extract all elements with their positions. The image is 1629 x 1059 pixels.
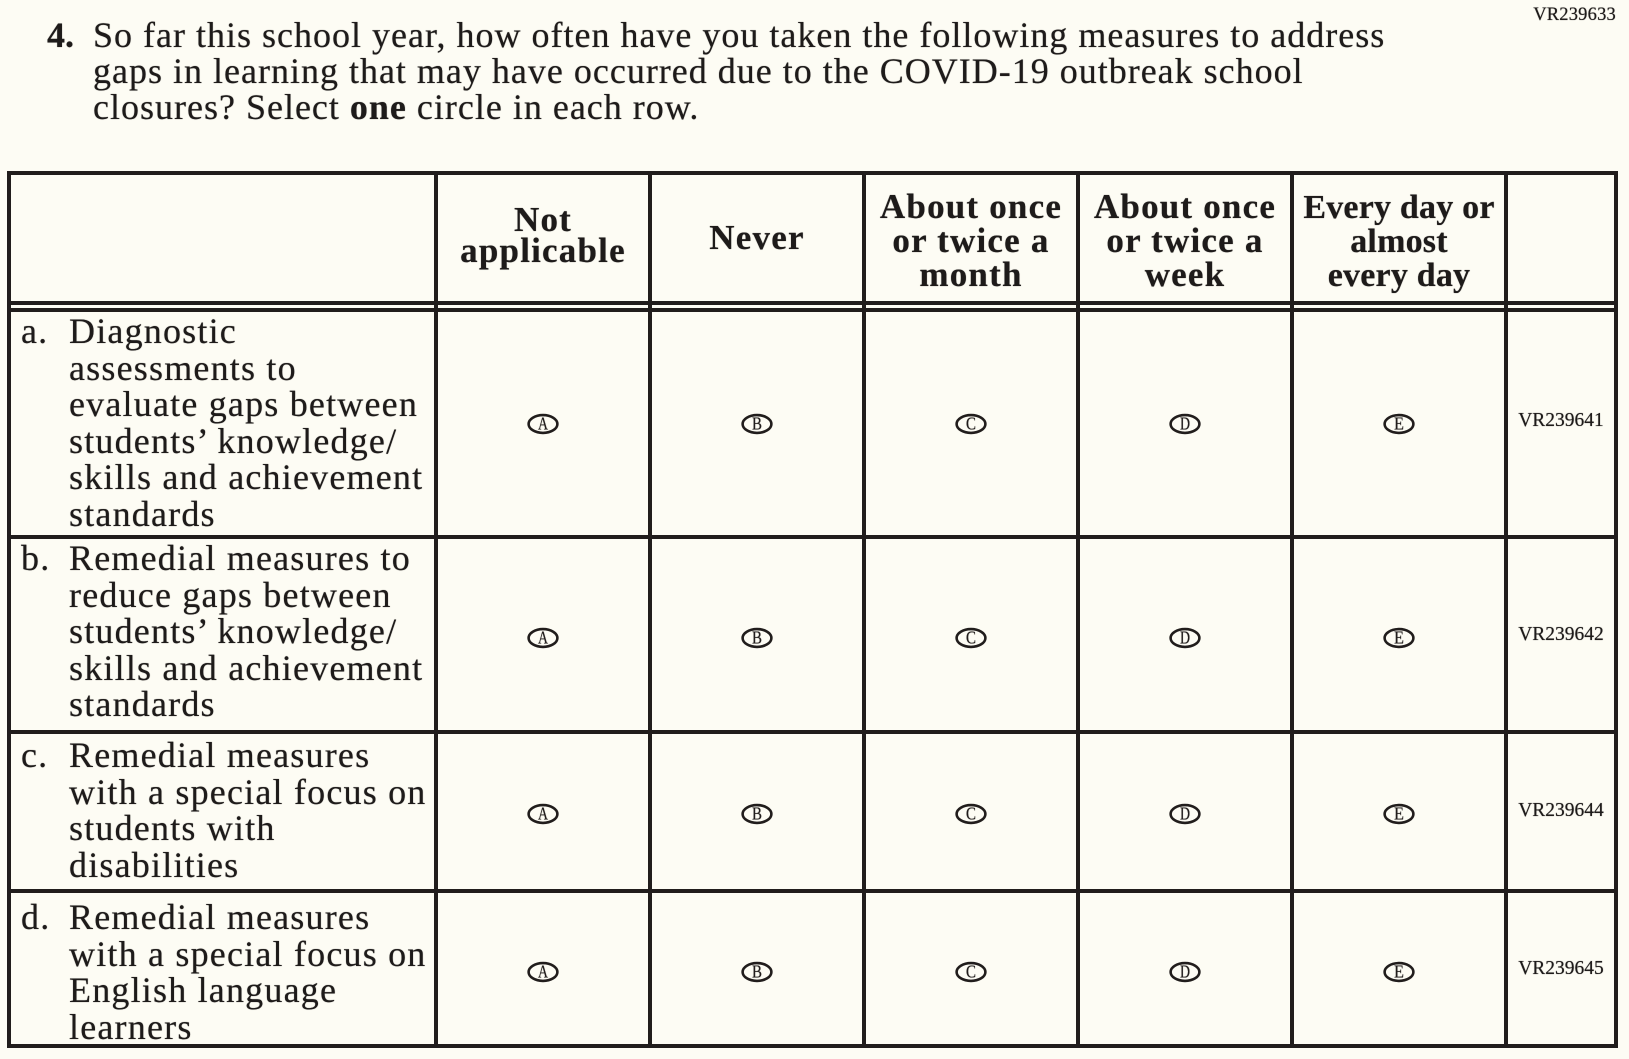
svg-text:B: B: [752, 962, 762, 982]
svg-text:D: D: [1180, 414, 1190, 434]
svg-text:B: B: [752, 804, 762, 824]
svg-text:E: E: [1394, 962, 1404, 982]
svg-text:A: A: [538, 414, 548, 434]
svg-text:B: B: [752, 627, 762, 647]
svg-text:A: A: [538, 962, 548, 982]
svg-text:C: C: [966, 804, 976, 824]
svg-text:C: C: [966, 414, 976, 434]
svg-text:B: B: [752, 414, 762, 434]
svg-text:D: D: [1180, 804, 1190, 824]
svg-text:E: E: [1394, 627, 1404, 647]
svg-text:D: D: [1180, 627, 1190, 647]
svg-text:E: E: [1394, 804, 1404, 824]
svg-text:C: C: [966, 627, 976, 647]
svg-text:A: A: [538, 804, 548, 824]
svg-text:A: A: [538, 627, 548, 647]
svg-text:E: E: [1394, 414, 1404, 434]
svg-text:D: D: [1180, 962, 1190, 982]
svg-text:C: C: [966, 962, 976, 982]
